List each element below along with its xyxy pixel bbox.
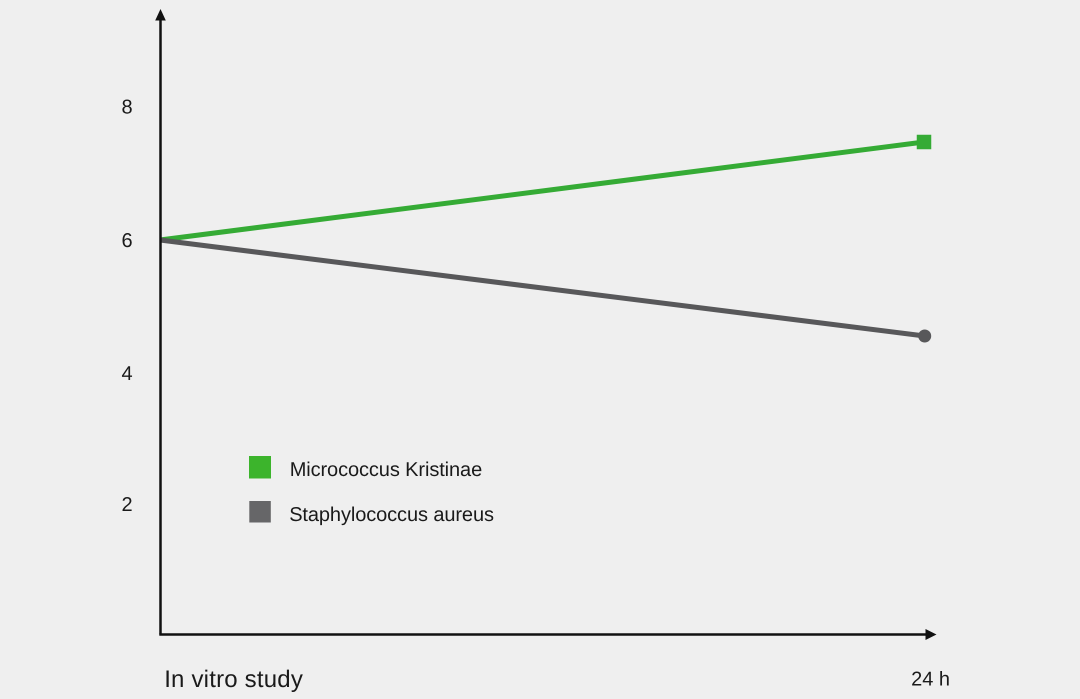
svg-text:In vitro study: In vitro study (164, 666, 303, 693)
svg-text:2: 2 (121, 494, 132, 516)
svg-text:Micrococcus Kristinae: Micrococcus Kristinae (290, 459, 482, 481)
svg-text:Staphylococcus aureus: Staphylococcus aureus (289, 504, 494, 526)
svg-text:4: 4 (121, 363, 132, 385)
svg-text:8: 8 (121, 97, 132, 119)
svg-text:24 h: 24 h (911, 669, 950, 691)
svg-text:6: 6 (121, 230, 132, 252)
